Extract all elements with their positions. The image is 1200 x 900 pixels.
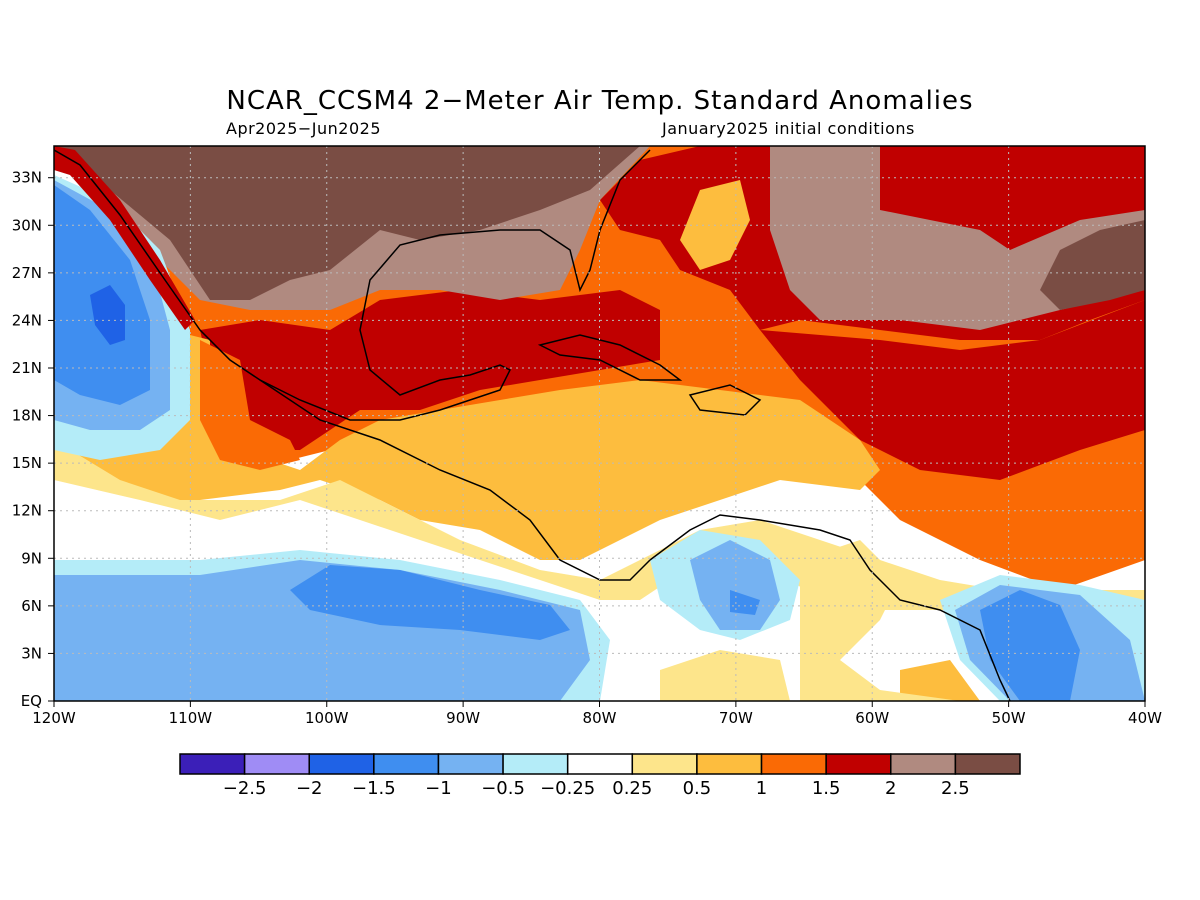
anomaly-region-blue-baja (90, 285, 125, 345)
colorbar-label: 1.5 (811, 778, 841, 799)
lat-tick-label: 9N (21, 549, 42, 567)
lon-tick-label: 80W (583, 709, 617, 727)
anomaly-region-lightorange-guiana (900, 660, 980, 701)
lat-tick-label: 12N (12, 502, 42, 520)
lat-tick-label: 21N (12, 359, 42, 377)
colorbar-label: 0.25 (612, 778, 653, 799)
lon-tick-label: 90W (446, 709, 480, 727)
anomaly-region-red-atlantic-ne (880, 146, 1145, 250)
colorbar-label: −0.5 (481, 778, 525, 799)
lat-tick-label: 30N (12, 216, 42, 234)
lat-tick-label: 15N (12, 454, 42, 472)
initial-conditions: January2025 initial conditions (662, 119, 915, 138)
lat-tick-label: 6N (21, 597, 42, 615)
anomaly-region-lightorange-caribbean (54, 330, 880, 560)
gridlines (54, 146, 1145, 701)
colorbar-label: −1 (425, 778, 452, 799)
south-america-coast (649, 514, 1011, 701)
anomaly-region-midblue-pacific (290, 565, 570, 640)
lon-tick-label: 120W (32, 709, 76, 727)
map-title: NCAR_CCSM4 2−Meter Air Temp. Standard An… (226, 86, 974, 116)
anomaly-region-midblue-venezuela (730, 590, 760, 615)
colorbar-swatch (696, 753, 763, 775)
colorbar-swatch (890, 753, 957, 775)
lat-tick-label: EQ (21, 692, 42, 710)
lon-tick-label: 60W (855, 709, 889, 727)
anomaly-region-red-gulf (200, 290, 660, 450)
lat-tick-label: 3N (21, 644, 42, 662)
anomaly-region-red-east (760, 300, 1145, 480)
longitude-axis: 120W 110W 100W 90W 80W 70W 60W 50W 40W (32, 701, 1162, 727)
colorbar-swatch (631, 753, 698, 775)
colorbar-label: −0.25 (540, 778, 596, 799)
anomaly-region-yellow-south (660, 650, 790, 701)
lon-tick-label: 50W (992, 709, 1026, 727)
colorbar-label: −2.5 (222, 778, 267, 799)
lon-tick-label: 110W (169, 709, 213, 727)
colorbar-swatch (760, 753, 827, 775)
hispaniola-island (688, 384, 762, 416)
central-america-coast (259, 379, 651, 581)
north-america-coast (54, 149, 651, 421)
colorbar-swatch (243, 753, 310, 775)
anomaly-region-darkbrown-atlantic (1040, 220, 1145, 310)
colorbar-swatch (179, 753, 246, 775)
lat-tick-label: 33N (12, 169, 42, 187)
colorbar-label: 2.5 (941, 778, 970, 799)
colorbar-swatch (825, 753, 892, 775)
colorbar-label: 2 (885, 778, 897, 799)
latitude-axis: EQ 3N 6N 9N 12N 15N 18N 21N 24N 27N 30N 33N (12, 169, 54, 710)
lon-tick-label: 40W (1128, 709, 1162, 727)
cuba-island (537, 334, 683, 381)
anomaly-region-yellow-guiana (800, 540, 960, 701)
anomaly-region-darkbrown-us (54, 146, 640, 300)
colorbar-label: −2 (295, 778, 323, 799)
anomaly-region-coastal-warm (54, 146, 195, 330)
coastlines (54, 149, 1011, 701)
anomaly-region-midblue-atlantic-s (980, 590, 1080, 701)
colorbar-swatch (437, 753, 504, 775)
lat-tick-label: 24N (12, 311, 42, 329)
lon-tick-label: 100W (305, 709, 349, 727)
colorbar-label: −1.5 (351, 778, 396, 799)
colorbar-swatch (308, 753, 375, 775)
colorbar-swatch (502, 753, 569, 775)
colorbar-label: 1 (755, 778, 768, 799)
colorbar-label: 0.5 (682, 778, 712, 799)
colorbar-swatch (566, 753, 634, 775)
forecast-period: Apr2025−Jun2025 (226, 119, 382, 138)
lat-tick-label: 18N (12, 407, 42, 425)
colorbar-swatch (954, 753, 1021, 775)
lat-tick-label: 27N (12, 264, 42, 282)
anomaly-region-orange-sw (200, 340, 300, 470)
colorbar-swatch (373, 753, 440, 775)
lon-tick-label: 70W (719, 709, 753, 727)
